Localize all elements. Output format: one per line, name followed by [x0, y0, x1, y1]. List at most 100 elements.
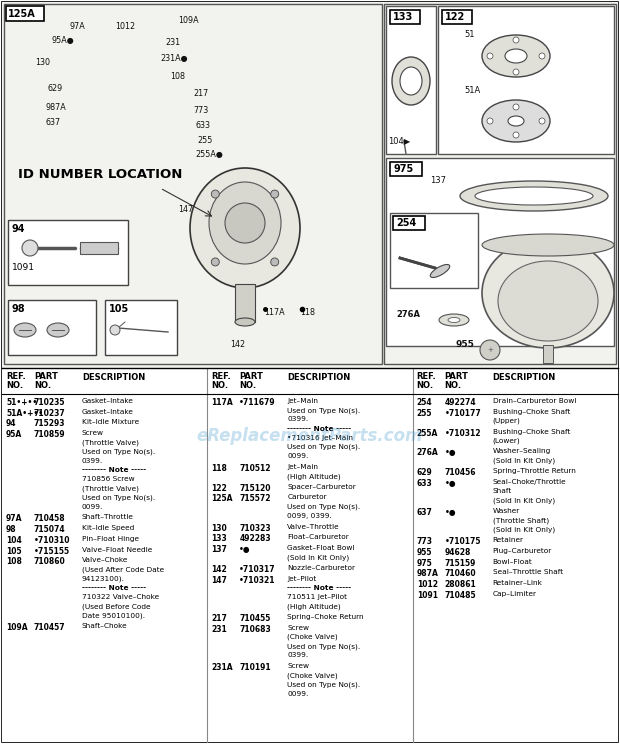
Text: 231A: 231A [211, 663, 233, 672]
Text: 0399.: 0399. [287, 417, 309, 423]
Text: Retainer–Link: Retainer–Link [493, 580, 542, 586]
Text: 95A●: 95A● [52, 36, 75, 45]
Text: 280861: 280861 [445, 580, 476, 589]
Text: 105: 105 [6, 547, 22, 556]
Text: Used on Type No(s).: Used on Type No(s). [287, 643, 361, 650]
Text: 117A: 117A [211, 398, 233, 407]
Text: 51•+••: 51•+•• [6, 398, 37, 407]
Ellipse shape [482, 238, 614, 348]
Circle shape [513, 69, 519, 75]
Text: •●: •● [445, 479, 456, 488]
Bar [390, 162, 422, 176]
Text: 51: 51 [464, 30, 474, 39]
Text: Used on Type No(s).: Used on Type No(s). [82, 495, 155, 501]
Circle shape [271, 190, 279, 198]
Text: 97A: 97A [6, 514, 22, 523]
Text: •710316 Jet–Main: •710316 Jet–Main [287, 434, 353, 440]
Text: 0399.: 0399. [82, 458, 104, 464]
Text: Gasket–Intake: Gasket–Intake [82, 408, 134, 414]
Text: Shaft: Shaft [493, 488, 512, 494]
Circle shape [110, 325, 120, 335]
Text: 715074: 715074 [34, 525, 66, 534]
Text: •710177: •710177 [445, 408, 481, 417]
Text: Screw: Screw [287, 625, 309, 631]
Text: Retainer: Retainer [493, 537, 524, 543]
Text: 710511 Jet–Pilot: 710511 Jet–Pilot [287, 594, 347, 600]
Text: 125A: 125A [8, 9, 36, 19]
Text: Drain–Carburetor Bowl: Drain–Carburetor Bowl [493, 398, 576, 404]
Text: 133: 133 [393, 12, 414, 22]
Text: 51A•+••: 51A•+•• [6, 408, 43, 417]
Bar [4, 4, 382, 364]
Text: Seal–Throttle Shaft: Seal–Throttle Shaft [493, 569, 563, 575]
Text: 629: 629 [417, 469, 432, 478]
Text: 255A●: 255A● [195, 150, 223, 159]
Text: Washer–Sealing: Washer–Sealing [493, 449, 551, 455]
Bar [390, 213, 478, 288]
Ellipse shape [448, 318, 460, 322]
Text: (Throttle Valve): (Throttle Valve) [82, 439, 139, 446]
Text: 715120: 715120 [239, 484, 271, 493]
Text: Spring–Throttle Return: Spring–Throttle Return [493, 469, 575, 475]
Text: •710310: •710310 [34, 536, 71, 545]
Text: •●: •● [445, 508, 456, 517]
Ellipse shape [498, 261, 598, 341]
Text: 710859: 710859 [34, 430, 66, 439]
Text: 94: 94 [12, 224, 25, 234]
Text: •●: •● [239, 545, 251, 554]
Text: Carburetor: Carburetor [287, 495, 327, 501]
Text: 1012: 1012 [115, 22, 135, 31]
Text: 710322 Valve–Choke: 710322 Valve–Choke [82, 594, 159, 600]
Bar [8, 220, 128, 285]
Text: (Throttle Shaft): (Throttle Shaft) [493, 517, 549, 524]
Text: Valve–Throttle: Valve–Throttle [287, 524, 340, 530]
Text: 118: 118 [211, 464, 227, 473]
Text: (High Altitude): (High Altitude) [287, 603, 341, 609]
Text: Jet–Main: Jet–Main [287, 398, 318, 404]
Text: •710312: •710312 [445, 429, 481, 437]
Text: 975: 975 [417, 559, 432, 568]
Text: Bushing–Choke Shaft: Bushing–Choke Shaft [493, 408, 570, 414]
Text: NO.: NO. [417, 381, 434, 390]
Text: Spacer–Carburetor: Spacer–Carburetor [287, 484, 356, 490]
Text: (Sold In Kit Only): (Sold In Kit Only) [493, 498, 555, 504]
Text: 125A: 125A [211, 495, 233, 504]
Bar [386, 6, 436, 154]
Text: PART: PART [34, 372, 58, 381]
Text: 637: 637 [417, 508, 433, 517]
Text: NO.: NO. [6, 381, 23, 390]
Text: eReplacementParts.com: eReplacementParts.com [197, 426, 423, 445]
Text: NO.: NO. [34, 381, 51, 390]
Ellipse shape [209, 182, 281, 264]
Ellipse shape [439, 314, 469, 326]
Text: Screw: Screw [287, 663, 309, 669]
Text: PART: PART [445, 372, 469, 381]
Text: 0399.: 0399. [287, 652, 309, 658]
Text: 254: 254 [396, 218, 416, 228]
Text: Kit–Idle Mixture: Kit–Idle Mixture [82, 420, 139, 426]
Text: 51A: 51A [464, 86, 480, 95]
Ellipse shape [475, 187, 593, 205]
Text: 633: 633 [417, 479, 432, 488]
Text: 217: 217 [211, 614, 227, 623]
Text: Screw: Screw [82, 430, 104, 436]
Ellipse shape [190, 168, 300, 288]
Text: (Lower): (Lower) [493, 437, 520, 444]
Text: 710323: 710323 [239, 524, 271, 533]
Text: 715159: 715159 [445, 559, 476, 568]
Text: 108: 108 [6, 557, 22, 566]
Text: 217: 217 [193, 89, 208, 98]
Text: 773: 773 [417, 537, 433, 546]
Text: 142: 142 [230, 340, 245, 349]
Bar [390, 10, 420, 24]
Bar [2, 368, 618, 742]
Text: •711679: •711679 [239, 398, 276, 407]
Text: 122: 122 [445, 12, 465, 22]
Text: Used on Type No(s).: Used on Type No(s). [287, 444, 361, 451]
Text: Gasket–Float Bowl: Gasket–Float Bowl [287, 545, 355, 551]
Circle shape [513, 132, 519, 138]
Text: 975: 975 [393, 164, 414, 174]
Circle shape [513, 37, 519, 43]
Text: 137: 137 [430, 176, 446, 185]
Text: 255: 255 [197, 136, 213, 145]
